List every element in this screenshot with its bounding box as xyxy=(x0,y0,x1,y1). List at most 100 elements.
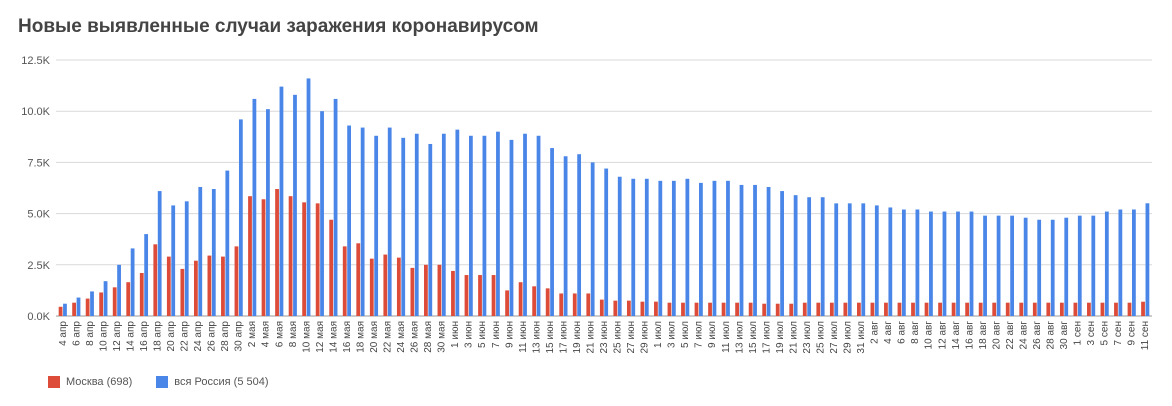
bar-moscow[interactable] xyxy=(694,302,699,316)
bar-moscow[interactable] xyxy=(424,264,428,316)
bar-russia[interactable] xyxy=(685,178,690,316)
bar-russia[interactable] xyxy=(157,191,162,316)
bar-moscow[interactable] xyxy=(1087,302,1091,316)
bar-russia[interactable] xyxy=(1010,215,1015,316)
bar-moscow[interactable] xyxy=(856,302,861,316)
bar-moscow[interactable] xyxy=(410,267,415,316)
bar-russia[interactable] xyxy=(509,139,514,316)
bar-russia[interactable] xyxy=(1064,217,1069,316)
bar-moscow[interactable] xyxy=(207,255,212,316)
bar-moscow[interactable] xyxy=(559,293,564,316)
bar-russia[interactable] xyxy=(482,135,487,316)
bar-russia[interactable] xyxy=(468,135,473,316)
bar-russia[interactable] xyxy=(671,180,676,316)
bar-moscow[interactable] xyxy=(58,306,63,316)
bar-moscow[interactable] xyxy=(505,290,509,316)
bar-russia[interactable] xyxy=(699,182,703,316)
bar-moscow[interactable] xyxy=(654,301,658,316)
bar-moscow[interactable] xyxy=(1114,302,1118,316)
bar-moscow[interactable] xyxy=(248,196,252,316)
bar-moscow[interactable] xyxy=(342,246,347,316)
bar-moscow[interactable] xyxy=(708,302,712,316)
bar-moscow[interactable] xyxy=(938,302,942,316)
bar-moscow[interactable] xyxy=(302,202,307,316)
bar-moscow[interactable] xyxy=(951,302,956,316)
bar-russia[interactable] xyxy=(414,133,419,316)
bar-moscow[interactable] xyxy=(870,302,875,316)
bar-moscow[interactable] xyxy=(139,272,144,316)
bar-russia[interactable] xyxy=(942,211,947,316)
bar-russia[interactable] xyxy=(874,205,879,316)
bar-moscow[interactable] xyxy=(802,302,807,316)
bar-russia[interactable] xyxy=(820,197,825,316)
bar-russia[interactable] xyxy=(401,137,406,316)
bar-moscow[interactable] xyxy=(234,246,239,316)
bar-russia[interactable] xyxy=(644,178,649,316)
bar-russia[interactable] xyxy=(496,131,500,316)
bar-russia[interactable] xyxy=(590,162,595,316)
bar-moscow[interactable] xyxy=(532,286,537,316)
bar-russia[interactable] xyxy=(563,156,568,316)
bar-russia[interactable] xyxy=(238,119,243,316)
bar-russia[interactable] xyxy=(90,291,94,316)
bar-russia[interactable] xyxy=(1077,215,1082,316)
bar-moscow[interactable] xyxy=(288,196,293,316)
bar-russia[interactable] xyxy=(441,133,446,316)
bar-russia[interactable] xyxy=(1091,215,1096,316)
bar-moscow[interactable] xyxy=(667,302,672,316)
bar-russia[interactable] xyxy=(915,209,920,316)
bar-moscow[interactable] xyxy=(491,275,496,316)
bar-russia[interactable] xyxy=(753,184,757,316)
bar-russia[interactable] xyxy=(279,86,284,317)
bar-russia[interactable] xyxy=(347,125,352,316)
bar-moscow[interactable] xyxy=(992,302,997,316)
bar-russia[interactable] xyxy=(604,168,609,316)
bar-moscow[interactable] xyxy=(816,302,821,316)
bar-russia[interactable] xyxy=(996,215,1001,316)
bar-russia[interactable] xyxy=(1037,219,1042,316)
bar-moscow[interactable] xyxy=(897,302,902,316)
bar-russia[interactable] xyxy=(577,154,582,316)
bar-russia[interactable] xyxy=(834,203,839,316)
bar-moscow[interactable] xyxy=(965,302,970,316)
bar-moscow[interactable] xyxy=(640,301,645,316)
bar-russia[interactable] xyxy=(969,211,974,316)
bar-moscow[interactable] xyxy=(911,302,915,316)
bar-moscow[interactable] xyxy=(1032,302,1037,316)
bar-russia[interactable] xyxy=(807,197,812,316)
bar-moscow[interactable] xyxy=(924,302,929,316)
bar-russia[interactable] xyxy=(428,143,433,316)
bar-russia[interactable] xyxy=(252,98,257,316)
bar-moscow[interactable] xyxy=(545,288,550,316)
bar-russia[interactable] xyxy=(225,170,230,316)
bar-moscow[interactable] xyxy=(721,302,726,316)
bar-moscow[interactable] xyxy=(1073,302,1078,316)
bar-moscow[interactable] xyxy=(775,303,780,316)
bar-moscow[interactable] xyxy=(789,303,794,316)
bar-moscow[interactable] xyxy=(464,275,469,316)
bar-russia[interactable] xyxy=(847,203,852,316)
bar-russia[interactable] xyxy=(130,248,135,316)
bar-russia[interactable] xyxy=(117,264,121,316)
bar-russia[interactable] xyxy=(455,129,460,316)
bar-moscow[interactable] xyxy=(613,300,618,316)
bar-moscow[interactable] xyxy=(261,199,266,316)
bar-russia[interactable] xyxy=(103,281,108,316)
bar-russia[interactable] xyxy=(550,148,554,316)
bar-moscow[interactable] xyxy=(437,264,442,316)
bar-russia[interactable] xyxy=(1118,209,1123,316)
bar-moscow[interactable] xyxy=(586,293,591,316)
bar-russia[interactable] xyxy=(631,178,636,316)
bar-russia[interactable] xyxy=(333,98,338,316)
bar-russia[interactable] xyxy=(171,205,176,316)
bar-russia[interactable] xyxy=(1145,203,1150,316)
bar-russia[interactable] xyxy=(901,209,906,316)
bar-russia[interactable] xyxy=(780,191,784,316)
bar-moscow[interactable] xyxy=(180,268,185,316)
bar-moscow[interactable] xyxy=(681,302,685,316)
bar-russia[interactable] xyxy=(211,189,216,316)
bar-russia[interactable] xyxy=(374,135,379,316)
legend-item-moscow[interactable]: Москва (698) xyxy=(48,376,132,388)
bar-russia[interactable] xyxy=(293,94,297,316)
bar-russia[interactable] xyxy=(198,186,203,316)
